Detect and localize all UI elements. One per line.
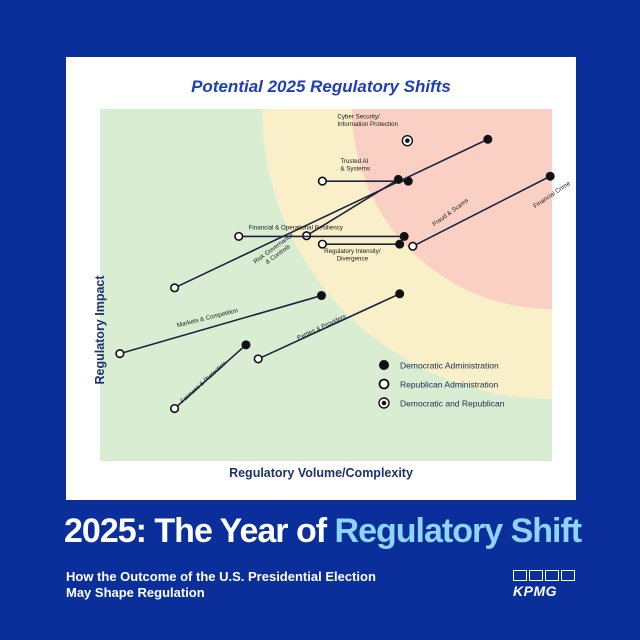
legend-label-rep: Republican Administration (400, 380, 499, 390)
dem-point-risk-governance-controls (483, 134, 493, 144)
series-label-trusted-ai-systems: Trusted AI & Systems (340, 158, 370, 172)
dem-point-markets-competition (316, 291, 326, 301)
rep-point-financial-operational-resiliency (234, 231, 244, 242)
headline-main: 2025: The Year of (64, 512, 335, 550)
dem-point-fairness-protection (241, 340, 251, 350)
series-line-risk-governance-controls (174, 138, 489, 289)
rep-point-regulatory-intensity-divergence (317, 239, 327, 249)
kpmg-logo-text: KPMG (513, 583, 557, 599)
subline-2: May Shape Regulation (66, 585, 205, 600)
series-label-line: Cyber Security/ (337, 114, 380, 121)
series-label-line: Financial & Operational Resiliency (249, 224, 344, 231)
legend-dem-marker (379, 360, 389, 370)
zone-group (100, 109, 552, 461)
series-label-financial-operational-resiliency: Financial & Operational Resiliency (249, 224, 344, 231)
series-line-markets-competition (119, 294, 322, 355)
kpmg-logo: KPMG (513, 570, 575, 604)
headline: 2025: The Year of Regulatory Shift (64, 512, 583, 551)
legend-label-both: Democratic and Republican (400, 399, 505, 409)
series-line-parties-providers (257, 293, 401, 360)
series-label-line: Regulatory Intensity/ (324, 248, 381, 255)
rep-point-fairness-protection (169, 403, 180, 414)
series-label-line: Trusted AI (340, 158, 368, 165)
dem-point-parties-providers (395, 289, 405, 299)
series-label-line: Information Protection (337, 121, 398, 128)
x-axis-label: Regulatory Volume/Complexity (229, 466, 413, 480)
series-label-regulatory-intensity-divergence: Regulatory Intensity/Divergence (324, 248, 381, 262)
series-line-fairness-protection (174, 344, 247, 410)
chart-card: Cyber Security/Information Protection Tru… (66, 57, 576, 500)
rep-point-trusted-ai-systems (317, 176, 327, 186)
rep-point-risk-governance-controls (169, 283, 180, 293)
dem-point-financial-operational-resiliency (399, 231, 409, 241)
rep-point-markets-competition (115, 349, 125, 359)
series-line-fraud-scams (306, 178, 399, 237)
dem-point-fraud-scams (393, 174, 403, 184)
series-label-line: & Systems (340, 166, 370, 173)
chart-title: Potential 2025 Regulatory Shifts (191, 77, 451, 96)
dem-point-regulatory-intensity-divergence (395, 239, 405, 249)
subline-1: How the Outcome of the U.S. Presidential… (66, 569, 376, 584)
kpmg-logo-boxes (513, 570, 575, 581)
both-point-core-cyber-security-information-protection (405, 138, 410, 143)
series-line-financial-crime (412, 175, 551, 247)
series-label-cyber-security-information-protection: Cyber Security/Information Protection (337, 114, 398, 128)
chart-svg: Cyber Security/Information Protection Tru… (100, 109, 572, 461)
legend-label-dem: Democratic Administration (400, 361, 499, 371)
y-axis-label: Regulatory Impact (93, 275, 107, 385)
legend-rep-marker (378, 378, 390, 390)
legend-both-marker-core (381, 400, 387, 406)
headline-accent: Regulatory Shift (334, 512, 583, 550)
dem-point-financial-crime (545, 171, 555, 181)
series-label-line: Divergence (337, 256, 369, 263)
rep-point-parties-providers (253, 354, 263, 364)
zone-high-impact (352, 109, 552, 309)
rep-point-financial-crime (408, 241, 418, 251)
